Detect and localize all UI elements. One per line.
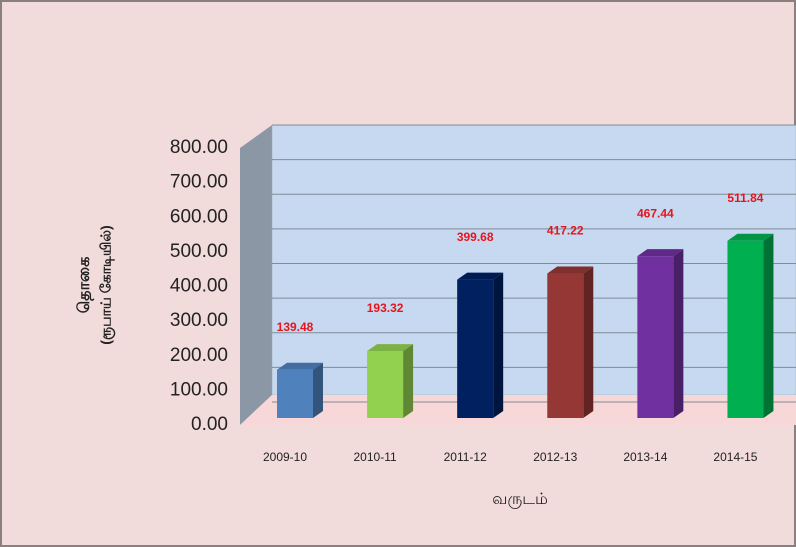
y-tick-label: 400.00 xyxy=(170,276,228,297)
y-tick-label: 500.00 xyxy=(170,241,228,262)
y-axis-title-line: தொகை xyxy=(76,257,94,314)
bar-top xyxy=(637,249,684,257)
y-tick-label: 600.00 xyxy=(170,206,228,227)
bar-side xyxy=(763,233,774,418)
bar-top xyxy=(727,233,774,241)
data-label: 399.68 xyxy=(457,230,494,244)
y-tick-label: 800.00 xyxy=(170,137,228,158)
floor xyxy=(240,395,796,425)
bar-top xyxy=(367,344,414,352)
y-tick-label: 200.00 xyxy=(170,345,228,366)
y-tick-label: 700.00 xyxy=(170,172,228,193)
side-wall xyxy=(240,125,272,425)
y-axis-title-line: (ரூபாய் கோடியில்) xyxy=(98,225,115,344)
bar xyxy=(727,240,764,418)
bar-side xyxy=(313,362,323,418)
bar-top xyxy=(547,266,594,274)
y-tick-label: 300.00 xyxy=(170,310,228,331)
bar-side xyxy=(493,272,504,418)
bar xyxy=(457,279,494,418)
bar-side xyxy=(673,249,684,418)
x-tick-label: 2010-11 xyxy=(354,450,397,464)
bar-side xyxy=(403,344,414,418)
bar-top xyxy=(457,272,504,280)
x-tick-label: 2011-12 xyxy=(444,450,487,464)
data-label: 467.44 xyxy=(637,206,674,220)
data-label: 511.84 xyxy=(727,191,763,205)
back-wall xyxy=(271,124,796,396)
bar xyxy=(277,369,313,418)
x-tick-label: 2014-15 xyxy=(713,450,757,464)
x-tick-label: 2013-14 xyxy=(623,450,667,464)
y-tick-label: 0.00 xyxy=(191,414,228,435)
y-tick-label: 100.00 xyxy=(170,379,228,400)
bar-top xyxy=(277,362,323,370)
x-axis-title: வருடம் xyxy=(492,491,548,509)
bar xyxy=(547,273,584,418)
bar-side xyxy=(583,266,594,418)
x-tick-label: 2012-13 xyxy=(533,450,577,464)
data-label: 139.48 xyxy=(277,320,314,334)
y-axis-title: தொகை (ரூபாய் கோடியில்) xyxy=(76,225,114,344)
bar xyxy=(637,256,674,418)
data-label: 193.32 xyxy=(367,301,404,315)
x-tick-label: 2009-10 xyxy=(263,450,307,464)
bar xyxy=(367,351,404,418)
data-label: 417.22 xyxy=(547,224,584,238)
